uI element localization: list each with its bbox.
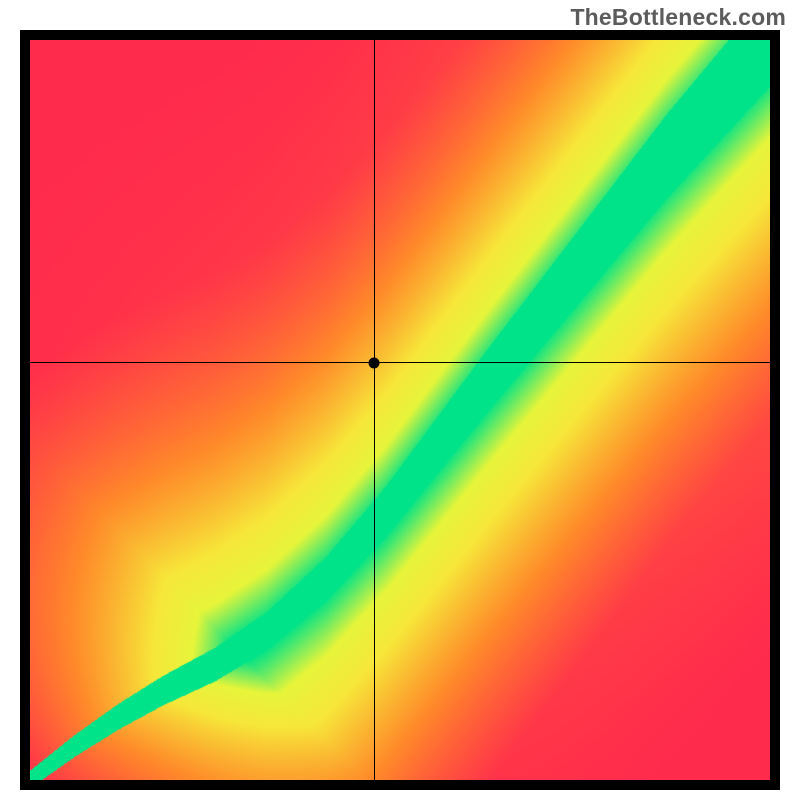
marker-dot [369, 357, 380, 368]
watermark-text: TheBottleneck.com [570, 4, 786, 31]
plot-border-top [20, 30, 780, 40]
plot-border-right [770, 30, 780, 790]
crosshair-vertical [374, 30, 375, 790]
heatmap-canvas [30, 40, 770, 780]
chart-container: TheBottleneck.com [0, 0, 800, 800]
crosshair-horizontal [20, 362, 780, 363]
heatmap-plot [20, 30, 780, 790]
plot-border-left [20, 30, 30, 790]
plot-border-bottom [20, 780, 780, 790]
